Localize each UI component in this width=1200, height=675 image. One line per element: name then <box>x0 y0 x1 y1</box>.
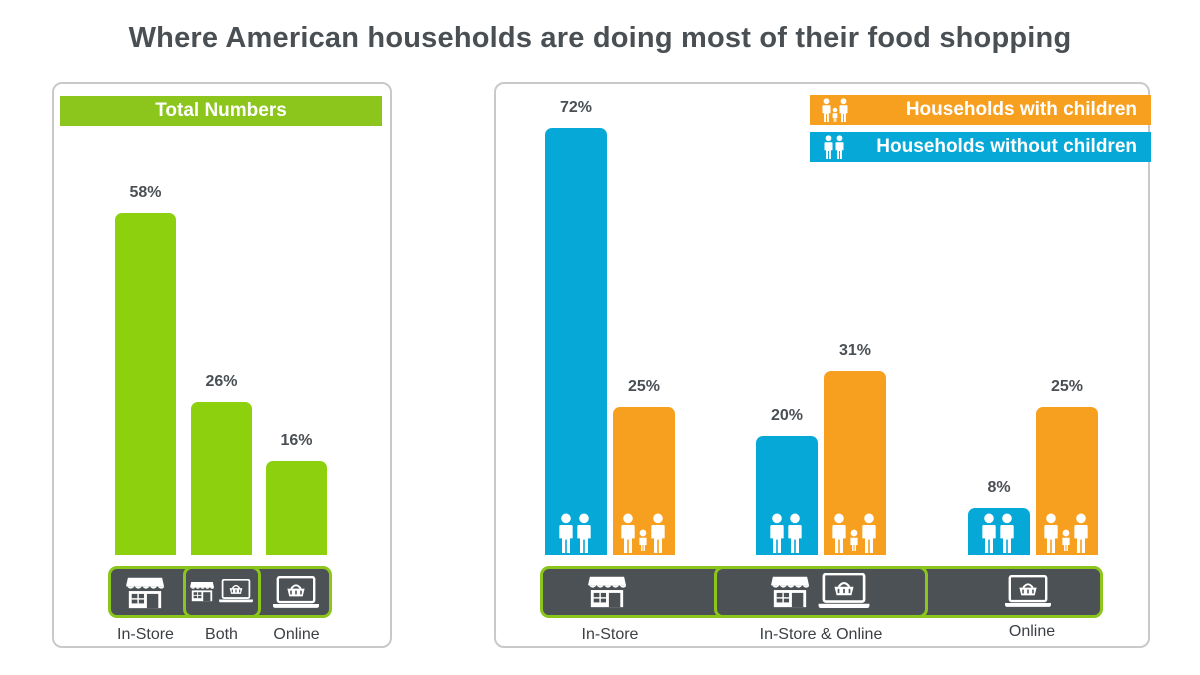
couple-icon <box>559 513 591 553</box>
category-label: Online <box>1008 623 1056 640</box>
laptop-basket-icon <box>818 573 870 609</box>
value-label: 25% <box>627 377 661 395</box>
category-label: Both <box>205 626 238 643</box>
bar-without-children <box>968 507 1030 555</box>
chart-title: Where American households are doing most… <box>128 22 1072 54</box>
store-icon <box>126 575 164 609</box>
store-icon <box>190 580 214 602</box>
bar-with-children <box>1036 406 1098 555</box>
laptop-basket-icon <box>273 576 319 609</box>
family-icon <box>1044 513 1088 553</box>
laptop-basket-icon <box>1005 575 1051 608</box>
value-label: 20% <box>770 407 804 425</box>
value-label: 31% <box>838 342 872 360</box>
value-label: 26% <box>205 372 238 390</box>
value-label: 58% <box>129 184 162 201</box>
bar-both <box>191 401 252 555</box>
family-icon <box>822 98 848 122</box>
total-numbers-banner: Total Numbers <box>60 96 382 126</box>
bar-without-children <box>756 436 818 555</box>
store-icon <box>588 574 626 608</box>
couple-icon <box>982 513 1014 553</box>
value-label: 8% <box>987 478 1011 496</box>
category-label: In-Store <box>581 626 639 643</box>
in-store-online-segment-highlight <box>714 566 928 618</box>
legend-label: Households without children <box>876 136 1137 157</box>
store-icon <box>771 574 809 608</box>
laptop-basket-icon <box>219 579 253 603</box>
legend-label: Households with children <box>905 99 1137 120</box>
couple-icon <box>824 135 844 159</box>
category-label: In-Store <box>117 626 174 643</box>
legend-without-children: Households without children <box>810 132 1151 162</box>
total-numbers-panel <box>52 82 392 648</box>
family-icon <box>621 513 665 553</box>
value-label: 16% <box>280 431 313 449</box>
bar-with-children <box>613 406 675 555</box>
bar-without-children <box>545 128 607 555</box>
legend-with-children: Households with children <box>810 95 1151 125</box>
family-icon <box>832 513 876 553</box>
value-label: 72% <box>559 99 593 116</box>
bar-with-children <box>824 371 886 555</box>
category-label: In-Store & Online <box>759 626 883 643</box>
couple-icon <box>770 513 802 553</box>
bar-online <box>266 460 327 555</box>
category-label: Online <box>273 626 320 643</box>
value-label: 25% <box>1050 377 1084 395</box>
bar-in-store <box>115 213 176 555</box>
both-segment-highlight <box>183 566 261 618</box>
